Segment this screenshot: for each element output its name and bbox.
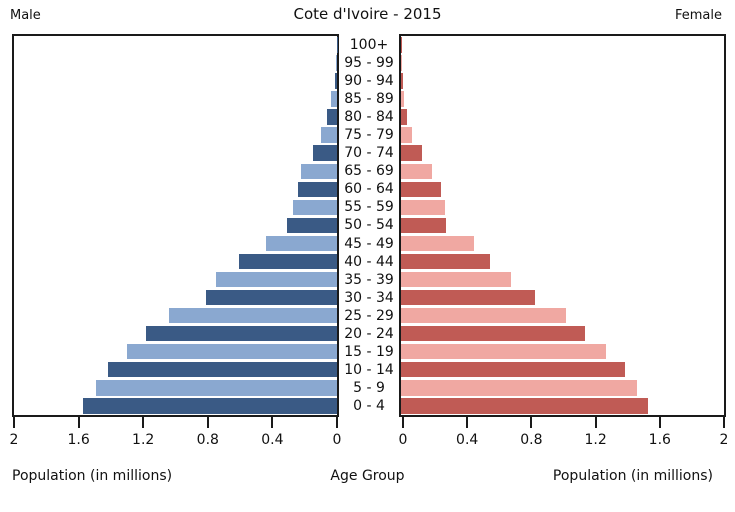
bar-female-35-39 [401, 271, 511, 288]
female-axis-tick-0.8 [530, 415, 533, 428]
bar-female-10-14 [401, 362, 626, 378]
bar-male-25-29 [169, 307, 337, 324]
age-label-90-94: 90 - 94 [344, 73, 394, 90]
bar-male-95-99 [335, 55, 337, 71]
bar-female-40-44 [401, 253, 490, 270]
bar-male-75-79 [320, 127, 337, 143]
male-axis-tick-2 [13, 415, 15, 428]
female-axis-tick-1.6 [658, 415, 661, 428]
bar-male-80-84 [327, 109, 337, 125]
bar-male-40-44 [238, 253, 337, 270]
bar-male-20-24 [146, 325, 337, 342]
female-plot-area [399, 34, 726, 417]
bar-male-10-14 [107, 362, 337, 378]
male-axis-ticklabel-0.8: 0.8 [196, 432, 219, 448]
female-axis-ticklabel-0.8: 0.8 [520, 432, 543, 448]
bar-female-80-84 [401, 109, 408, 125]
age-label-95-99: 95 - 99 [344, 55, 394, 72]
bar-female-95-99 [401, 55, 402, 71]
bar-male-90-94 [334, 73, 337, 89]
female-axis-tick-0 [402, 415, 404, 428]
age-label-45-49: 45 - 49 [344, 235, 394, 252]
bar-male-5-9 [96, 380, 337, 396]
age-label-100+: 100+ [349, 37, 389, 54]
female-axis-ticklabel-0: 0 [398, 432, 408, 448]
bar-female-15-19 [401, 344, 607, 360]
male-axis-ticklabel-1.6: 1.6 [67, 432, 90, 448]
bar-female-5-9 [401, 380, 637, 396]
age-label-50-54: 50 - 54 [344, 217, 394, 234]
age-label-70-74: 70 - 74 [344, 145, 394, 162]
bar-female-25-29 [401, 307, 566, 324]
female-side-label: Female [674, 8, 722, 23]
male-axis-ticklabel-0: 0 [332, 432, 342, 448]
chart-title: Cote d'Ivoire - 2015 [293, 5, 442, 23]
bar-female-75-79 [401, 127, 413, 143]
female-axis-tick-2 [723, 415, 725, 428]
age-label-15-19: 15 - 19 [344, 343, 394, 360]
bar-female-90-94 [401, 73, 403, 89]
bar-female-65-69 [401, 163, 432, 179]
male-side-label: Male [10, 8, 41, 23]
bar-male-60-64 [298, 181, 337, 198]
age-label-60-64: 60 - 64 [344, 181, 394, 198]
female-axis-tick-0.4 [466, 415, 469, 428]
age-label-55-59: 55 - 59 [344, 199, 394, 216]
male-axis-ticklabel-2: 2 [9, 432, 19, 448]
bar-male-30-34 [206, 289, 337, 306]
bar-male-15-19 [127, 344, 337, 360]
bar-male-35-39 [215, 271, 337, 288]
female-axis-ticklabel-1.6: 1.6 [648, 432, 671, 448]
female-axis-ticklabel-0.4: 0.4 [456, 432, 479, 448]
age-label-25-29: 25 - 29 [344, 307, 394, 324]
bar-female-50-54 [401, 217, 447, 234]
bar-male-65-69 [301, 163, 337, 179]
male-axis-ticklabel-1.2: 1.2 [132, 432, 155, 448]
bar-male-50-54 [286, 217, 337, 234]
age-label-85-89: 85 - 89 [344, 91, 394, 108]
bar-female-30-34 [401, 289, 536, 306]
age-label-10-14: 10 - 14 [344, 361, 394, 378]
age-label-0-4: 0 - 4 [353, 397, 385, 414]
male-plot-area [12, 34, 339, 417]
bar-male-85-89 [331, 91, 337, 107]
bar-female-0-4 [401, 398, 649, 414]
age-label-65-69: 65 - 69 [344, 163, 394, 180]
male-axis-tick-0.4 [271, 415, 274, 428]
bar-female-85-89 [401, 91, 405, 107]
female-axis-ticklabel-2: 2 [719, 432, 729, 448]
bar-female-45-49 [401, 235, 474, 252]
bar-female-55-59 [401, 199, 445, 216]
age-label-5-9: 5 - 9 [353, 379, 385, 396]
male-axis-tick-1.2 [142, 415, 145, 428]
bar-female-60-64 [401, 181, 442, 198]
age-label-20-24: 20 - 24 [344, 325, 394, 342]
bar-male-0-4 [83, 398, 337, 414]
x-axis-label-center: Age Group [330, 468, 405, 484]
male-axis-tick-0 [336, 415, 338, 428]
female-axis-tick-1.2 [594, 415, 597, 428]
age-label-80-84: 80 - 84 [344, 109, 394, 126]
bar-female-70-74 [401, 145, 422, 161]
male-axis-tick-1.6 [77, 415, 80, 428]
bar-male-70-74 [312, 145, 337, 161]
age-label-75-79: 75 - 79 [344, 127, 394, 144]
bar-male-45-49 [265, 235, 337, 252]
male-axis-ticklabel-0.4: 0.4 [261, 432, 284, 448]
age-label-35-39: 35 - 39 [344, 271, 394, 288]
age-label-30-34: 30 - 34 [344, 289, 394, 306]
bar-female-20-24 [401, 325, 586, 342]
x-axis-label-male: Population (in millions) [12, 468, 173, 484]
age-group-labels: 100+ 95 - 99 90 - 94 85 - 89 80 - 84 75 - 79 7… [339, 36, 399, 415]
age-label-40-44: 40 - 44 [344, 253, 394, 270]
bar-male-55-59 [293, 199, 337, 216]
female-axis-ticklabel-1.2: 1.2 [584, 432, 607, 448]
x-axis-label-female: Population (in millions) [552, 468, 713, 484]
male-axis-tick-0.8 [206, 415, 209, 428]
